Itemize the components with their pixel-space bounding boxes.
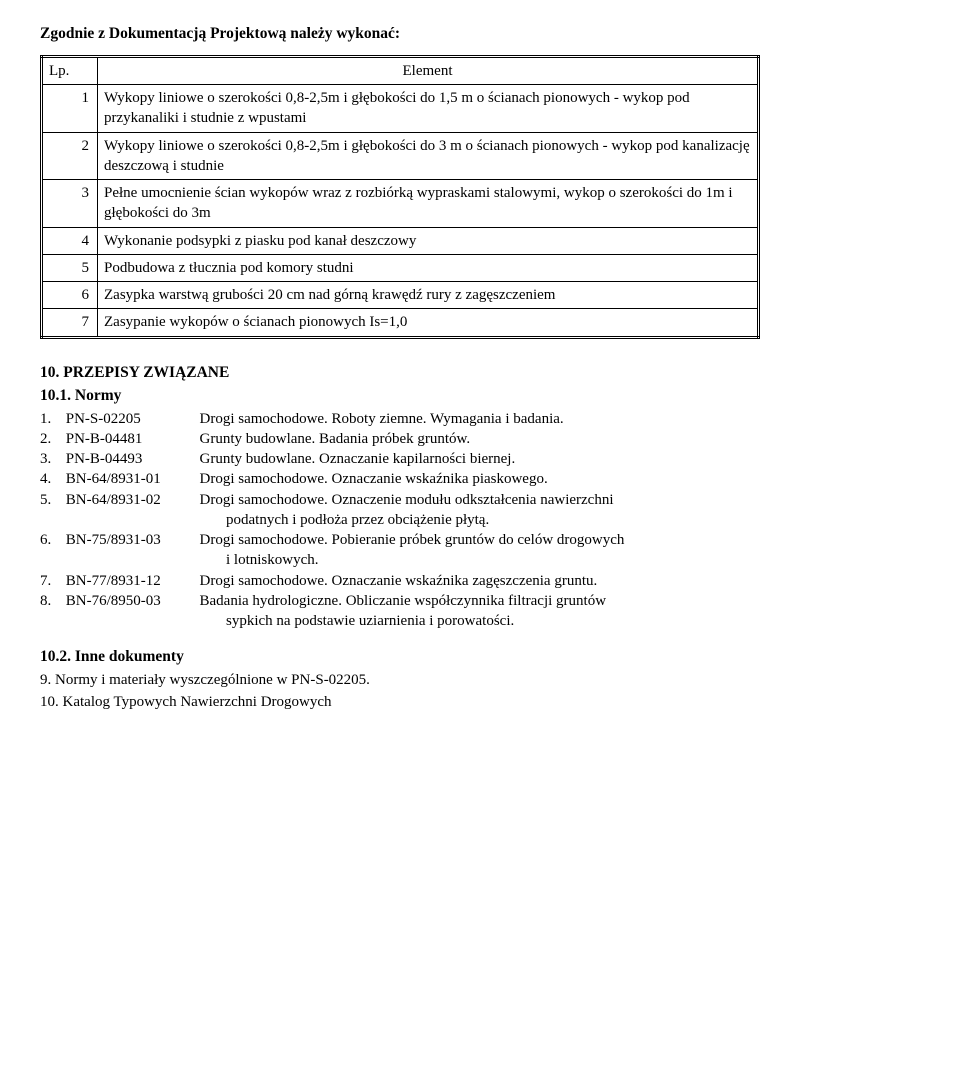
page-heading: Zgodnie z Dokumentacją Projektową należy… [40, 24, 920, 45]
table-row: 3Pełne umocnienie ścian wykopów wraz z r… [42, 180, 759, 228]
row-num: 7 [42, 309, 98, 337]
norm-num: 1. [40, 409, 62, 429]
table-row: 2Wykopy liniowe o szerokości 0,8-2,5m i … [42, 132, 759, 180]
row-text: Wykopy liniowe o szerokości 0,8-2,5m i g… [98, 85, 759, 133]
norm-item: 8. BN-76/8950-03 Badania hydrologiczne. … [40, 591, 920, 611]
norm-num: 8. [40, 591, 62, 611]
norm-item: 3. PN-B-04493 Grunty budowlane. Oznaczan… [40, 449, 920, 469]
col-header-lp: Lp. [42, 56, 98, 84]
section-10-1-title: 10.1. Normy [40, 386, 920, 407]
row-text: Zasypka warstwą grubości 20 cm nad górną… [98, 282, 759, 309]
row-num: 3 [42, 180, 98, 228]
row-num: 4 [42, 227, 98, 254]
norm-desc: Badania hydrologiczne. Obliczanie współc… [200, 593, 607, 609]
norm-num: 5. [40, 490, 62, 510]
norm-desc-cont: i lotniskowych. [40, 550, 920, 570]
row-text: Zasypanie wykopów o ścianach pionowych I… [98, 309, 759, 337]
other-doc-item: 10. Katalog Typowych Nawierzchni Drogowy… [40, 692, 920, 712]
norm-desc: Drogi samochodowe. Oznaczanie wskaźnika … [200, 471, 548, 487]
row-num: 2 [42, 132, 98, 180]
norm-code: BN-64/8931-02 [66, 490, 196, 510]
norm-item: 4. BN-64/8931-01 Drogi samochodowe. Ozna… [40, 469, 920, 489]
norm-item: 5. BN-64/8931-02 Drogi samochodowe. Ozna… [40, 490, 920, 510]
row-text: Podbudowa z tłucznia pod komory studni [98, 254, 759, 281]
norm-num: 7. [40, 571, 62, 591]
table-row: 6Zasypka warstwą grubości 20 cm nad górn… [42, 282, 759, 309]
table-row: 5Podbudowa z tłucznia pod komory studni [42, 254, 759, 281]
table-row: 7Zasypanie wykopów o ścianach pionowych … [42, 309, 759, 337]
norm-desc-cont: sypkich na podstawie uziarnienia i porow… [40, 611, 920, 631]
norm-num: 6. [40, 530, 62, 550]
norm-item: 2. PN-B-04481 Grunty budowlane. Badania … [40, 429, 920, 449]
norm-desc: Drogi samochodowe. Roboty ziemne. Wymaga… [200, 411, 564, 427]
norm-desc: Drogi samochodowe. Oznaczenie modułu odk… [200, 492, 614, 508]
section-10-2-title: 10.2. Inne dokumenty [40, 647, 920, 668]
elements-table: Lp. Element 1Wykopy liniowe o szerokości… [40, 55, 760, 339]
table-row: 4Wykonanie podsypki z piasku pod kanał d… [42, 227, 759, 254]
norm-desc: Grunty budowlane. Badania próbek gruntów… [200, 431, 471, 447]
norm-code: BN-64/8931-01 [66, 469, 196, 489]
norm-num: 2. [40, 429, 62, 449]
table-row: 1Wykopy liniowe o szerokości 0,8-2,5m i … [42, 85, 759, 133]
row-text: Wykonanie podsypki z piasku pod kanał de… [98, 227, 759, 254]
row-text: Wykopy liniowe o szerokości 0,8-2,5m i g… [98, 132, 759, 180]
col-header-element: Element [98, 56, 759, 84]
norm-item: 7. BN-77/8931-12 Drogi samochodowe. Ozna… [40, 571, 920, 591]
norm-code: BN-76/8950-03 [66, 591, 196, 611]
norm-code: PN-B-04493 [66, 449, 196, 469]
norm-code: PN-S-02205 [66, 409, 196, 429]
row-num: 6 [42, 282, 98, 309]
section-10-title: 10. PRZEPISY ZWIĄZANE [40, 363, 920, 384]
norm-desc-cont: podatnych i podłoża przez obciążenie pły… [40, 510, 920, 530]
row-num: 1 [42, 85, 98, 133]
norm-code: BN-75/8931-03 [66, 530, 196, 550]
norm-desc: Drogi samochodowe. Pobieranie próbek gru… [200, 532, 625, 548]
row-text: Pełne umocnienie ścian wykopów wraz z ro… [98, 180, 759, 228]
norm-code: PN-B-04481 [66, 429, 196, 449]
row-num: 5 [42, 254, 98, 281]
norms-list: 1. PN-S-02205 Drogi samochodowe. Roboty … [40, 409, 920, 632]
norm-item: 6. BN-75/8931-03 Drogi samochodowe. Pobi… [40, 530, 920, 550]
other-doc-item: 9. Normy i materiały wyszczególnione w P… [40, 670, 920, 690]
norm-num: 3. [40, 449, 62, 469]
norm-desc: Drogi samochodowe. Oznaczanie wskaźnika … [200, 573, 598, 589]
norm-num: 4. [40, 469, 62, 489]
norm-item: 1. PN-S-02205 Drogi samochodowe. Roboty … [40, 409, 920, 429]
norm-desc: Grunty budowlane. Oznaczanie kapilarnośc… [200, 451, 516, 467]
norm-code: BN-77/8931-12 [66, 571, 196, 591]
